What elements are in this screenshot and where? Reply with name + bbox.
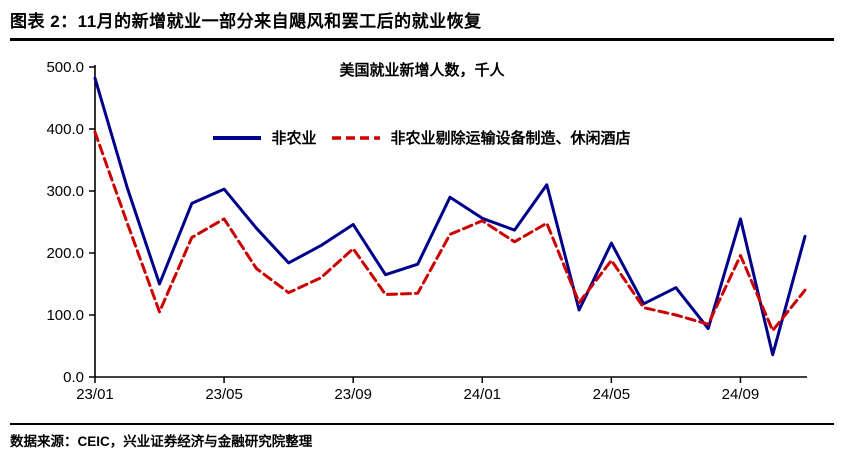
- figure-header: 图表 2：11月的新增就业一部分来自飓风和罢工后的就业恢复: [0, 0, 844, 41]
- y-tick-label: 0.0: [63, 369, 84, 386]
- y-tick-label: 400.0: [46, 121, 84, 138]
- legend-swatch-dashed: [331, 135, 380, 140]
- x-tick-label: 23/09: [334, 386, 372, 403]
- line-chart: 0.0 100.0 200.0 300.0 400.0 500.0 23/01 23/05 23…: [46, 59, 807, 403]
- y-tick-label: 200.0: [46, 245, 84, 262]
- series-line-1: [93, 130, 807, 332]
- y-tick-label: 100.0: [46, 307, 84, 324]
- y-tick-label: 300.0: [46, 183, 84, 200]
- y-tick-label: 500.0: [46, 59, 84, 76]
- chart-title: 美国就业新增人数，千人: [339, 62, 505, 79]
- legend-label-ex-transport-leisure: 非农业剔除运输设备制造、休闲酒店: [390, 130, 631, 147]
- title-underline: [10, 38, 834, 41]
- x-tick-label: 24/01: [463, 386, 501, 403]
- series-line-0: [93, 76, 807, 357]
- footer-divider: [10, 422, 834, 425]
- legend-label-nonfarm: 非农业: [271, 130, 317, 147]
- chart-area: 美国就业新增人数，千人 非农业 非农业剔除运输设备制造、休闲酒店 0.0 100.…: [0, 43, 844, 403]
- x-tick-label: 24/05: [593, 386, 631, 403]
- figure-footer: 数据来源：CEIC，兴业证券经济与金融研究院整理: [0, 422, 844, 450]
- data-source: 数据来源：CEIC，兴业证券经济与金融研究院整理: [10, 434, 313, 449]
- x-tick-label: 23/05: [205, 386, 243, 403]
- x-tick-label: 23/01: [76, 386, 114, 403]
- figure-title: 图表 2：11月的新增就业一部分来自飓风和罢工后的就业恢复: [10, 12, 482, 31]
- legend-item-nonfarm: 非农业: [213, 127, 317, 148]
- legend-swatch-solid: [213, 135, 262, 140]
- legend-item-ex-transport-leisure: 非农业剔除运输设备制造、休闲酒店: [331, 127, 631, 148]
- chart-legend: 非农业 非农业剔除运输设备制造、休闲酒店: [0, 127, 844, 148]
- x-tick-label: 24/09: [722, 386, 760, 403]
